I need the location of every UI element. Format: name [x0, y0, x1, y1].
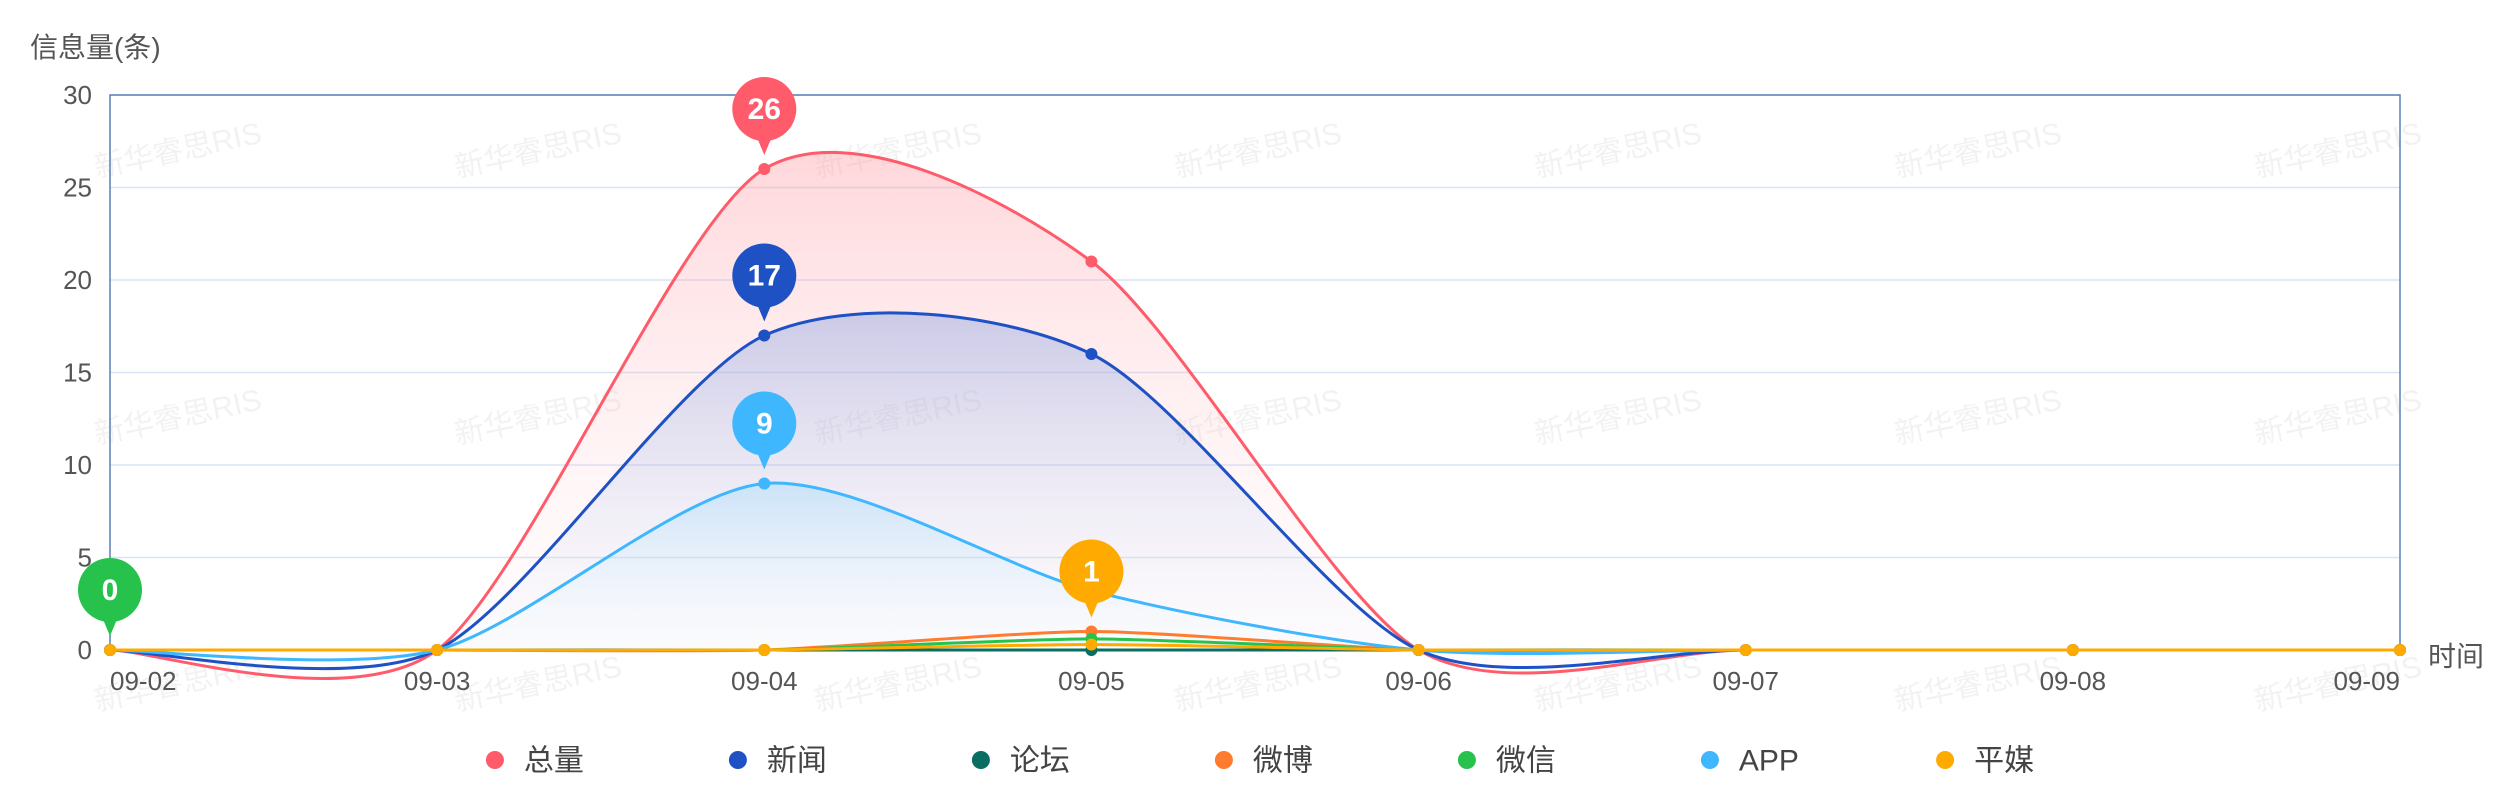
y-tick-label: 20 — [63, 265, 92, 295]
legend-dot — [1701, 751, 1719, 769]
x-tick-label: 09-05 — [1058, 666, 1125, 696]
series-point-平媒[interactable] — [431, 644, 443, 656]
x-tick-label: 09-04 — [731, 666, 798, 696]
y-axis-title: 信息量(条) — [30, 32, 161, 63]
series-point-平媒[interactable] — [2394, 644, 2406, 656]
value-pin[interactable]: 0 — [78, 558, 142, 636]
legend-dot — [486, 751, 504, 769]
pin-label: 0 — [102, 574, 119, 607]
legend-item-APP[interactable]: APP — [1701, 745, 1799, 778]
legend-dot — [1936, 751, 1954, 769]
legend-dot — [729, 751, 747, 769]
legend-item-新闻[interactable]: 新闻 — [729, 745, 827, 778]
legend-label: 新闻 — [767, 745, 827, 778]
pin-label: 17 — [748, 260, 781, 293]
y-tick-label: 25 — [63, 173, 92, 203]
series-point-总量[interactable] — [1085, 256, 1097, 268]
x-axis-title: 时间 — [2428, 641, 2484, 672]
x-tick-label: 09-08 — [2040, 666, 2107, 696]
watermark-text: 新华睿思RIS — [2251, 117, 2424, 185]
series-point-新闻[interactable] — [758, 330, 770, 342]
y-tick-label: 0 — [78, 635, 92, 665]
watermark-text: 新华睿思RIS — [91, 384, 264, 452]
watermark-text: 新华睿思RIS — [1891, 117, 2064, 185]
watermark-text: 新华睿思RIS — [1531, 384, 1704, 452]
x-tick-label: 09-02 — [110, 666, 177, 696]
value-pin[interactable]: 26 — [732, 77, 796, 155]
pin-label: 1 — [1083, 556, 1100, 589]
series-point-平媒[interactable] — [758, 644, 770, 656]
legend-item-微信[interactable]: 微信 — [1458, 745, 1556, 778]
legend-label: 微信 — [1496, 745, 1556, 778]
y-tick-label: 30 — [63, 80, 92, 110]
legend-dot — [972, 751, 990, 769]
legend-dot — [1215, 751, 1233, 769]
chart-container: 新华睿思RIS 新华睿思RIS 新华睿思RIS 新华睿思RIS 新华睿思RIS 新华睿思R… — [0, 0, 2520, 800]
series-point-总量[interactable] — [758, 163, 770, 175]
legend-dot — [1458, 751, 1476, 769]
legend-label: 论坛 — [1010, 745, 1070, 778]
series-point-平媒[interactable] — [2067, 644, 2079, 656]
pin-label: 26 — [748, 93, 781, 126]
legend-item-平媒[interactable]: 平媒 — [1936, 745, 2034, 778]
legend-item-论坛[interactable]: 论坛 — [972, 745, 1070, 778]
watermark-text: 新华睿思RIS — [1891, 384, 2064, 452]
legend-item-总量[interactable]: 总量 — [486, 745, 584, 778]
watermark-text: 新华睿思RIS — [1531, 117, 1704, 185]
series-point-平媒[interactable] — [1740, 644, 1752, 656]
series-point-平媒[interactable] — [1413, 644, 1425, 656]
legend: 总量 新闻 论坛 微博 微信 APP 平媒 — [486, 745, 2034, 778]
watermark-text: 新华睿思RIS — [2251, 384, 2424, 452]
watermark-text: 新华睿思RIS — [811, 650, 984, 718]
series-point-APP[interactable] — [758, 478, 770, 490]
x-tick-label: 09-06 — [1385, 666, 1452, 696]
watermark-text: 新华睿思RIS — [1171, 117, 1344, 185]
series-point-平媒[interactable] — [1085, 638, 1097, 650]
watermark-text: 新华睿思RIS — [451, 117, 624, 185]
watermark-text: 新华睿思RIS — [451, 650, 624, 718]
series-point-新闻[interactable] — [1085, 348, 1097, 360]
pin-label: 9 — [756, 408, 773, 441]
y-tick-label: 15 — [63, 358, 92, 388]
legend-label: 平媒 — [1974, 745, 2034, 778]
watermark-text: 新华睿思RIS — [1171, 650, 1344, 718]
x-tick-label: 09-03 — [404, 666, 471, 696]
legend-label: APP — [1739, 745, 1799, 778]
legend-label: 微博 — [1253, 745, 1313, 778]
watermark-text: 新华睿思RIS — [91, 117, 264, 185]
chart-svg: 新华睿思RIS 新华睿思RIS 新华睿思RIS 新华睿思RIS 新华睿思RIS 新华睿思R… — [0, 0, 2520, 800]
legend-item-微博[interactable]: 微博 — [1215, 745, 1313, 778]
x-tick-label: 09-09 — [2334, 666, 2401, 696]
y-tick-label: 10 — [63, 450, 92, 480]
legend-label: 总量 — [524, 745, 584, 778]
series-point-平媒[interactable] — [104, 644, 116, 656]
x-tick-label: 09-07 — [1712, 666, 1779, 696]
